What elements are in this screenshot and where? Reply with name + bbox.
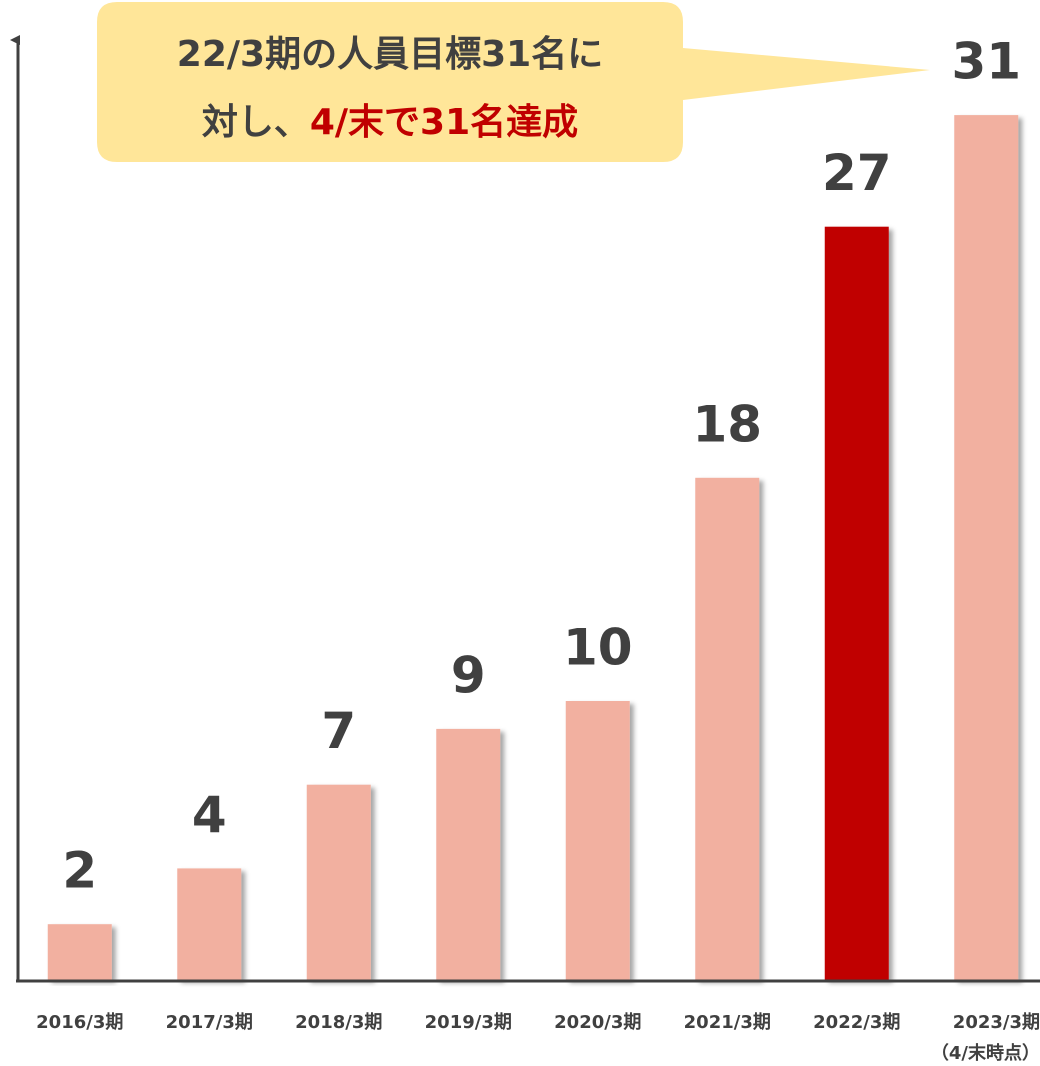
x-tick-label: 2019/3期: [425, 1012, 512, 1033]
bar: [47, 924, 112, 980]
x-tick-label: 2020/3期: [554, 1012, 641, 1033]
callout-line1: 22/3期の人員目標31名に: [177, 34, 603, 75]
value-label: 9: [451, 646, 486, 704]
bar: [824, 226, 889, 980]
x-tick-label: 2021/3期: [684, 1012, 771, 1033]
bar: [306, 784, 371, 980]
value-label: 18: [692, 395, 762, 453]
value-label: 2: [62, 842, 97, 900]
bar: [565, 701, 630, 980]
bar: [436, 728, 501, 980]
value-label: 4: [192, 786, 227, 844]
callout: 22/3期の人員目標31名に 対し、4/末で31名達成: [97, 2, 930, 162]
callout-line2: 対し、4/末で31名達成: [202, 102, 578, 143]
callout-plain: 対し、: [202, 102, 310, 143]
bars: [47, 115, 1019, 981]
x-tick-label: 2022/3期: [813, 1012, 900, 1033]
value-label: 10: [563, 619, 633, 677]
x-tick-label: 2016/3期: [36, 1012, 123, 1033]
bar: [954, 115, 1019, 981]
x-tick-label: 2023/3期: [953, 1012, 1040, 1033]
bar: [695, 477, 760, 980]
value-label: 7: [321, 702, 356, 760]
callout-bubble: [97, 2, 930, 162]
x-tick-note: （4/末時点）: [931, 1042, 1040, 1064]
x-tick-label: 2018/3期: [295, 1012, 382, 1033]
value-label: 27: [822, 144, 892, 202]
bar: [177, 868, 242, 980]
callout-highlight: 4/末で31名達成: [310, 102, 578, 143]
value-label: 31: [951, 33, 1021, 91]
x-tick-label: 2017/3期: [166, 1012, 253, 1033]
